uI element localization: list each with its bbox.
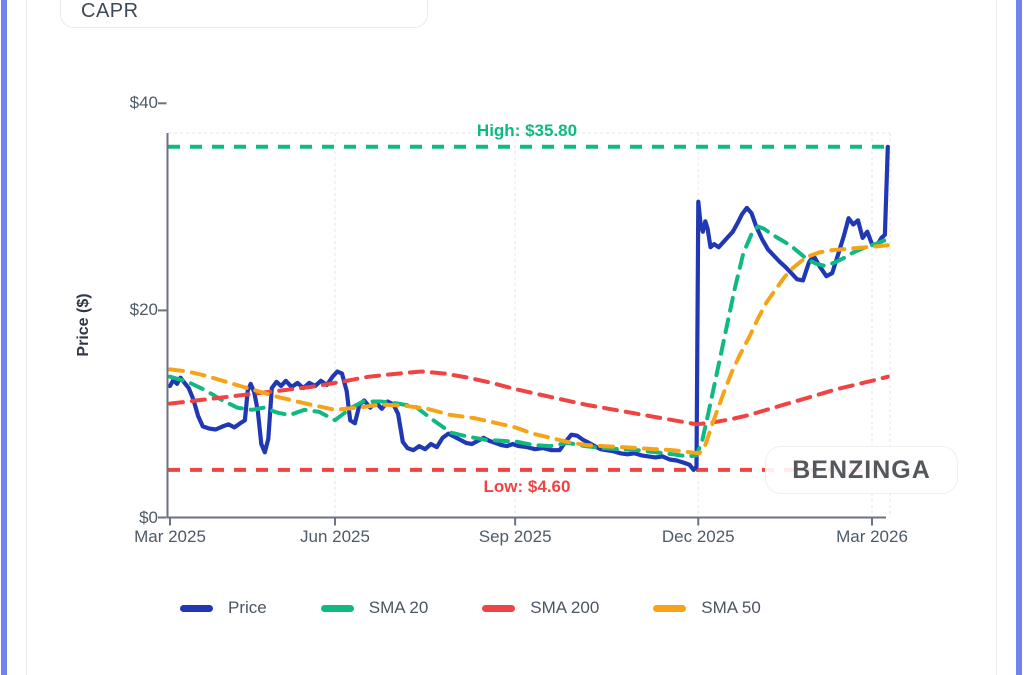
legend-item-sma-200: SMA 200 — [482, 598, 599, 618]
legend-swatch — [180, 604, 213, 612]
x-tick-label: Mar 2025 — [134, 526, 206, 546]
card-border-right — [996, 0, 997, 675]
y-tick-label: $40 — [129, 93, 158, 113]
page-frame-left — [1, 0, 7, 675]
legend-label: SMA 200 — [530, 598, 600, 617]
legend-label: SMA 20 — [368, 598, 429, 617]
series-sma-200 — [168, 369, 890, 427]
y-tick-label: $0 — [139, 507, 158, 527]
ticker-symbol: CAPR — [81, 0, 139, 22]
x-tick-label: Mar 2026 — [836, 526, 908, 546]
legend-swatch — [320, 604, 354, 612]
benzinga-watermark-text: BENZINGA — [792, 455, 931, 484]
low-price-label: Low: $4.60 — [483, 476, 571, 496]
chart-legend: Price SMA 20 SMA 200 SMA 50 — [180, 598, 761, 618]
y-tick-label: $20 — [129, 300, 158, 320]
legend-item-sma-50: SMA 50 — [653, 598, 761, 618]
high-price-label: High: $35.80 — [476, 120, 578, 140]
x-tick-label: Jun 2025 — [299, 526, 370, 546]
ticker-input[interactable]: CAPR — [60, 0, 428, 28]
series-price — [167, 144, 890, 472]
x-tick-label: Sep 2025 — [478, 526, 552, 546]
x-tick-label: Dec 2025 — [661, 526, 735, 546]
legend-swatch — [653, 604, 687, 612]
legend-label: Price — [228, 598, 267, 617]
legend-item-price: Price — [180, 598, 267, 618]
series-sma-20 — [168, 224, 890, 459]
benzinga-watermark: BENZINGA — [765, 446, 958, 494]
legend-item-sma-20: SMA 20 — [320, 598, 429, 618]
legend-swatch — [482, 604, 516, 612]
y-axis-title: Price ($) — [75, 293, 92, 357]
card-border-left — [26, 0, 27, 675]
series-sma-50 — [168, 243, 890, 456]
legend-label: SMA 50 — [701, 598, 761, 617]
page-frame-right — [1016, 0, 1022, 675]
